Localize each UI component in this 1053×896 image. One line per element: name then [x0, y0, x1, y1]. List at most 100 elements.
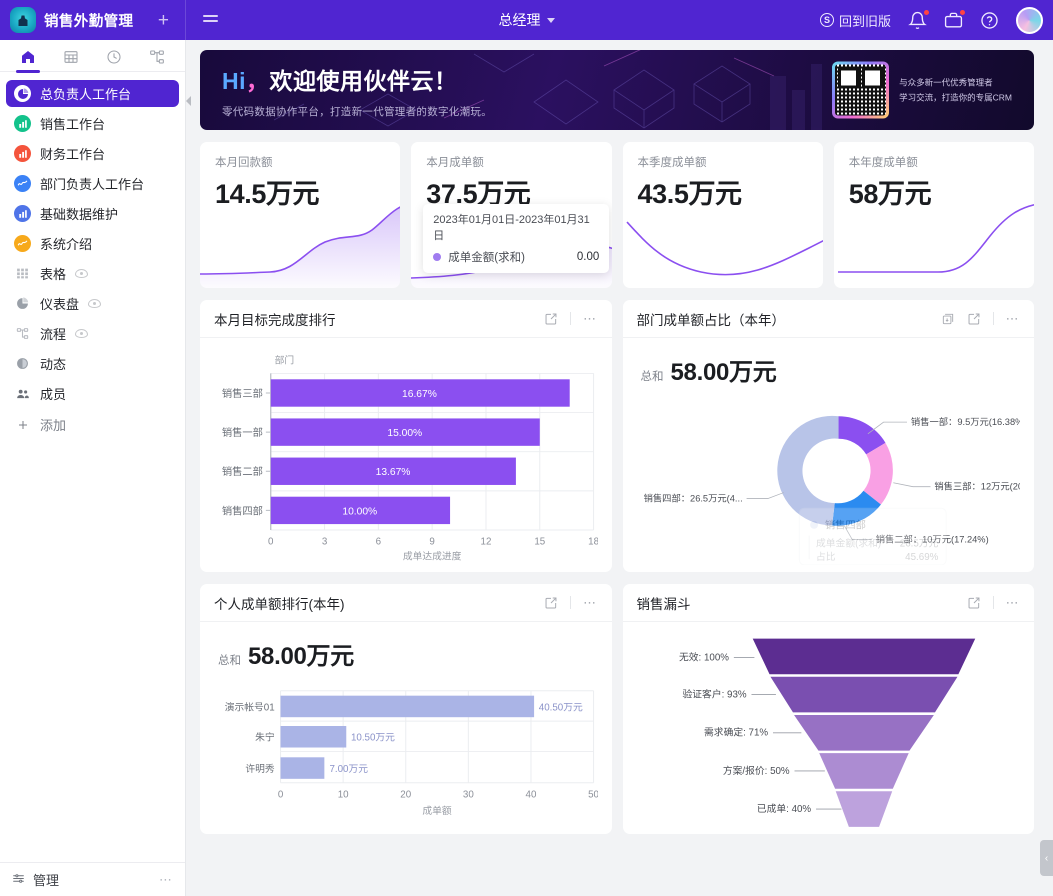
dept-share-total: 总和 58.00万元 [637, 348, 1021, 387]
refresh-circle-icon: S [819, 13, 834, 27]
kpi-card-2[interactable]: 本季度成单额 43.5万元 [622, 142, 823, 288]
svg-text:20: 20 [400, 789, 411, 800]
svg-text:15: 15 [534, 537, 545, 548]
sidebar-add-button[interactable]: 添加 [6, 411, 179, 438]
sidebar-more-icon[interactable]: ⋯ [159, 871, 173, 887]
sidebar-item-label-4: 基础数据维护 [40, 207, 119, 222]
card-goal-rank: 本月目标完成度排行 ⋯ 部门 [200, 300, 612, 572]
back-to-legacy-button[interactable]: S 回到旧版 [819, 11, 891, 30]
sidebar: 总负责人工作台 销售工作台 财务工作台 部门负责人工作台 [0, 40, 191, 896]
sidebar-tab-flow[interactable] [136, 42, 179, 72]
card-goal-rank-body: 部门 [200, 338, 612, 572]
sidebar-item-label-7: 仪表盘 [40, 297, 80, 312]
dept-share-total-label: 总和 [640, 371, 664, 383]
kpi-card-0[interactable]: 本月回款额 14.5万元 [200, 142, 401, 288]
svg-text:销售四部: 销售四部 [222, 504, 263, 517]
sidebar-manage-button[interactable]: 管理 ⋯ [0, 862, 185, 896]
person-rank-total-label: 总和 [218, 655, 241, 667]
kpi-card-1[interactable]: 本月成单额 37.5万元 2023年01月01日-2023年01月31日 成单金… [411, 142, 612, 288]
sidebar-item-4[interactable]: 基础数据维护 [6, 200, 179, 227]
funnel-label-2: 需求确定: 71% [704, 726, 768, 739]
briefcase-icon[interactable] [944, 9, 965, 30]
svg-text:50: 50 [588, 789, 597, 800]
briefcase-badge [960, 9, 965, 15]
donut-label-1: 销售三部：12万元(20.... [934, 481, 1020, 492]
card-person-rank-body: 总和 58.00万元 [200, 622, 612, 834]
dept-share-donut: 销售一部：9.5万元(16.38%) 销售三部：12万元(20.... 销售二部… [643, 415, 1020, 565]
series-dot-icon [433, 253, 442, 261]
more-icon[interactable]: ⋯ [1005, 310, 1020, 326]
svg-text:12: 12 [481, 537, 492, 548]
qr-line-1: 与众多新一代优秀管理者 [899, 77, 993, 88]
more-icon[interactable]: ⋯ [583, 310, 598, 326]
bar-chart-icon [14, 205, 31, 222]
svg-text:销售三部: 销售三部 [222, 387, 263, 400]
sidebar-item-3[interactable]: 部门负责人工作台 [6, 170, 179, 197]
kpi-row: 本月回款额 14.5万元 本月成单额 37.5万元 [200, 142, 1034, 288]
qr-text: 与众多新一代优秀管理者 学习交流，打造你的专属CRM [899, 75, 1012, 105]
help-icon[interactable] [980, 11, 999, 30]
plus-icon [14, 416, 31, 433]
svg-text:10: 10 [338, 789, 349, 800]
banner-subtitle: 零代码数据协作平台，打造新一代管理者的数字化潮玩。 [222, 105, 492, 118]
divider [992, 596, 994, 609]
kpi-value-2: 43.5万元 [637, 179, 743, 209]
sidebar-tab-table[interactable] [49, 42, 92, 72]
hamburger-icon [202, 14, 218, 26]
download-icon[interactable] [941, 312, 955, 326]
svg-text:15.00%: 15.00% [387, 428, 422, 439]
expand-icon[interactable] [967, 596, 981, 610]
sidebar-item-5[interactable]: 系统介绍 [6, 230, 179, 257]
donut-tooltip: 销售四部 成单金额(求和) 26.5万元 占比 45.69% [798, 507, 947, 565]
sidebar-tab-home[interactable] [6, 42, 49, 73]
svg-text:销售二部: 销售二部 [222, 465, 263, 478]
sidebar-resize-handle[interactable] [184, 96, 191, 106]
sidebar-tab-clock[interactable] [93, 42, 136, 72]
goal-rank-chart: 部门 [222, 354, 598, 563]
more-icon[interactable]: ⋯ [1005, 594, 1020, 610]
person-rank-chart: 40.50万元 10.50万元 7.00万元 演示帐号01 朱宁 许明秀 0 10… [225, 690, 598, 817]
sidebar-add-label: 添加 [40, 418, 67, 433]
expand-icon[interactable] [967, 312, 981, 326]
svg-text:18: 18 [588, 537, 597, 548]
kpi-card-3[interactable]: 本年度成单额 58万元 [833, 142, 1034, 288]
settings-icon [12, 872, 25, 888]
back-to-legacy-label: 回到旧版 [838, 13, 891, 29]
sidebar-item-10[interactable]: 成员 [6, 380, 179, 407]
expand-icon[interactable] [544, 596, 558, 610]
menu-toggle-button[interactable] [186, 14, 234, 26]
sidebar-item-7[interactable]: 仪表盘 [6, 290, 179, 317]
avatar[interactable] [1016, 6, 1043, 34]
qr-line-2: 学习交流，打造你的专属CRM [899, 92, 1012, 102]
kpi-value-0: 14.5万元 [215, 179, 320, 209]
sidebar-item-2[interactable]: 财务工作台 [6, 140, 179, 167]
hidden-eye-icon [75, 269, 89, 278]
add-app-button[interactable]: + [157, 9, 169, 31]
expand-icon[interactable] [544, 312, 558, 326]
sidebar-item-label-10: 成员 [40, 387, 67, 402]
sidebar-item-1[interactable]: 销售工作台 [6, 110, 179, 137]
main-content: Hi，欢迎使用伙伴云！ 零代码数据协作平台，打造新一代管理者的数字化潮玩。 与众… [186, 40, 1053, 896]
svg-text:40: 40 [526, 789, 537, 800]
hidden-eye-icon [75, 329, 89, 338]
card-goal-rank-title: 本月目标完成度排行 [214, 312, 336, 328]
card-goal-rank-actions: ⋯ [544, 311, 597, 327]
svg-text:许明秀: 许明秀 [245, 763, 275, 775]
line-chart-icon [14, 175, 31, 192]
sidebar-item-8[interactable]: 流程 [6, 320, 179, 347]
role-selector[interactable]: 总经理 [499, 10, 555, 30]
banner-text: Hi，欢迎使用伙伴云！ 零代码数据协作平台，打造新一代管理者的数字化潮玩。 [222, 62, 492, 119]
sidebar-item-6[interactable]: 表格 [6, 260, 179, 287]
banner-decoration [200, 50, 1034, 130]
flow-icon [14, 325, 31, 342]
kpi-sparkline-0 [200, 206, 401, 288]
line-chart-icon [14, 235, 31, 252]
more-icon[interactable]: ⋯ [583, 594, 598, 610]
charts-row-1: 本月目标完成度排行 ⋯ 部门 [200, 300, 1034, 572]
sidebar-item-0[interactable]: 总负责人工作台 [6, 80, 179, 107]
panel-collapse-button[interactable]: ‹ [1040, 840, 1053, 876]
card-dept-share-title: 部门成单额占比（本年） [636, 312, 786, 328]
sidebar-item-9[interactable]: 动态 [6, 350, 179, 377]
charts-row-2: 个人成单额排行(本年) ⋯ 总和 58.00万元 [200, 584, 1034, 834]
bell-icon[interactable] [908, 9, 929, 30]
